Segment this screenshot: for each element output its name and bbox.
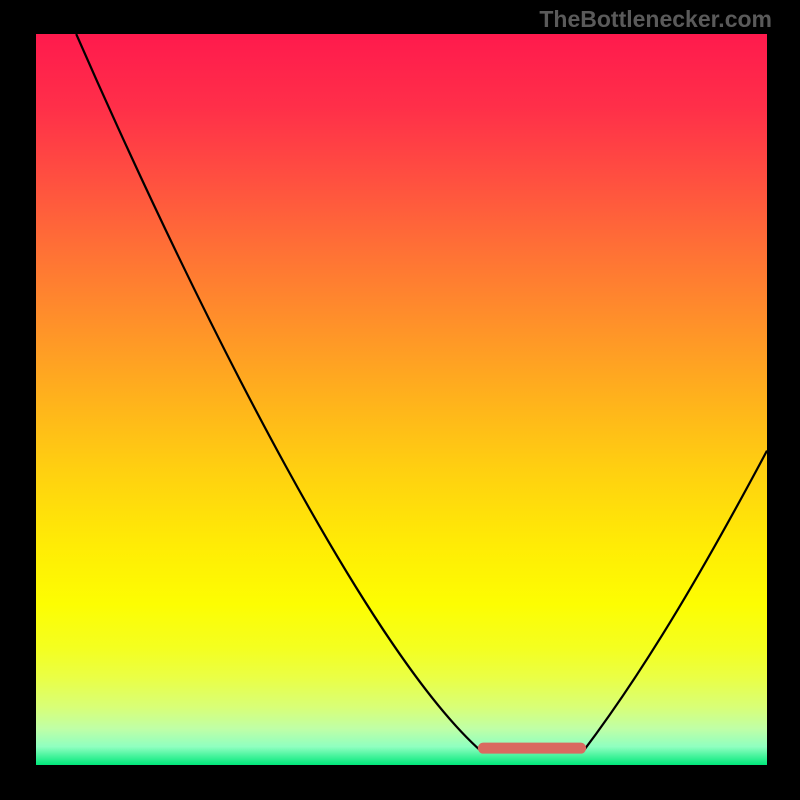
watermark-text: TheBottlenecker.com xyxy=(539,6,772,33)
plot-svg xyxy=(36,34,767,765)
chart-container: TheBottlenecker.com xyxy=(0,0,800,800)
plot-area xyxy=(36,34,767,765)
